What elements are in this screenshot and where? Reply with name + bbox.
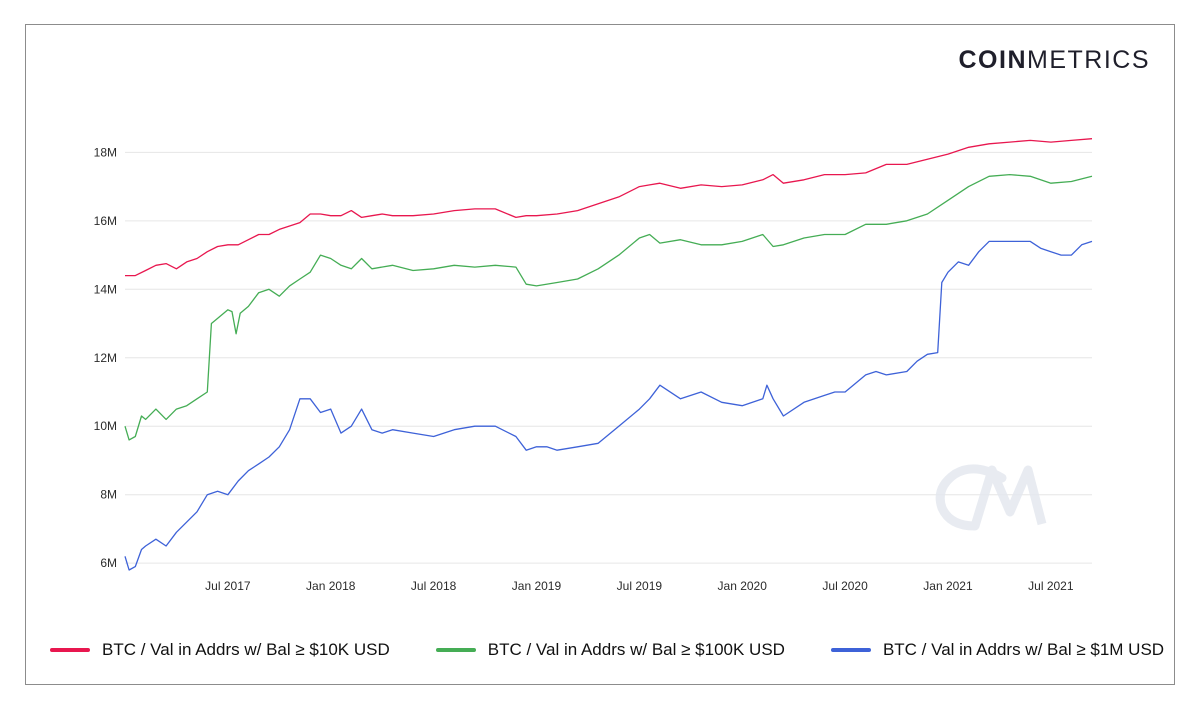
legend-label-1m: BTC / Val in Addrs w/ Bal ≥ $1M USD — [882, 640, 1165, 659]
x-tick-label: Jan 2021 — [923, 579, 973, 593]
y-tick-label: 12M — [94, 351, 117, 365]
y-tick-label: 16M — [94, 214, 117, 228]
x-tick-label: Jan 2020 — [718, 579, 768, 593]
y-tick-label: 8M — [100, 488, 117, 502]
x-tick-label: Jul 2018 — [411, 579, 457, 593]
series-lines — [124, 138, 1093, 571]
x-tick-label: Jul 2021 — [1028, 579, 1074, 593]
series-line-100k[interactable] — [124, 173, 1093, 441]
y-tick-label: 14M — [94, 282, 117, 296]
legend-item-10k[interactable]: BTC / Val in Addrs w/ Bal ≥ $10K USD — [50, 640, 390, 660]
grid-lines — [125, 151, 1092, 564]
legend-swatch-10k — [50, 648, 90, 652]
watermark-m-shape — [970, 465, 1047, 528]
series-line-10k[interactable] — [125, 138, 1093, 277]
legend-item-100k[interactable]: BTC / Val in Addrs w/ Bal ≥ $100K USD — [435, 640, 785, 660]
legend-swatch-100k — [435, 648, 476, 652]
x-tick-label: Jan 2018 — [306, 579, 356, 593]
coinmetrics-logo: COINMETRICS — [959, 46, 1151, 75]
x-tick-label: Jan 2019 — [512, 579, 562, 593]
y-axis: 6M 8M 10M 12M 14M 16M 18M — [94, 145, 117, 570]
cm-watermark — [935, 464, 1047, 531]
x-tick-label: Jul 2019 — [617, 579, 663, 593]
y-tick-label: 6M — [100, 556, 117, 570]
legend-swatch-1m — [830, 648, 871, 652]
y-tick-label: 18M — [94, 145, 117, 159]
series-line-1m[interactable] — [124, 240, 1093, 571]
x-tick-label: Jul 2020 — [822, 579, 868, 593]
x-axis: Jul 2017 Jan 2018 Jul 2018 Jan 2019 Jul 2019… — [205, 579, 1074, 593]
x-tick-label: Jul 2017 — [205, 579, 251, 593]
chart-frame — [25, 24, 1175, 685]
logo-light-text: METRICS — [1027, 46, 1150, 74]
legend: BTC / Val in Addrs w/ Bal ≥ $10K USD BTC… — [50, 640, 1164, 660]
legend-label-10k: BTC / Val in Addrs w/ Bal ≥ $10K USD — [102, 640, 390, 659]
watermark-c-shape — [935, 464, 1007, 531]
logo-bold-text: COIN — [958, 46, 1027, 74]
y-tick-label: 10M — [94, 419, 117, 433]
legend-label-100k: BTC / Val in Addrs w/ Bal ≥ $100K USD — [487, 640, 785, 659]
legend-item-1m[interactable]: BTC / Val in Addrs w/ Bal ≥ $1M USD — [830, 640, 1165, 660]
